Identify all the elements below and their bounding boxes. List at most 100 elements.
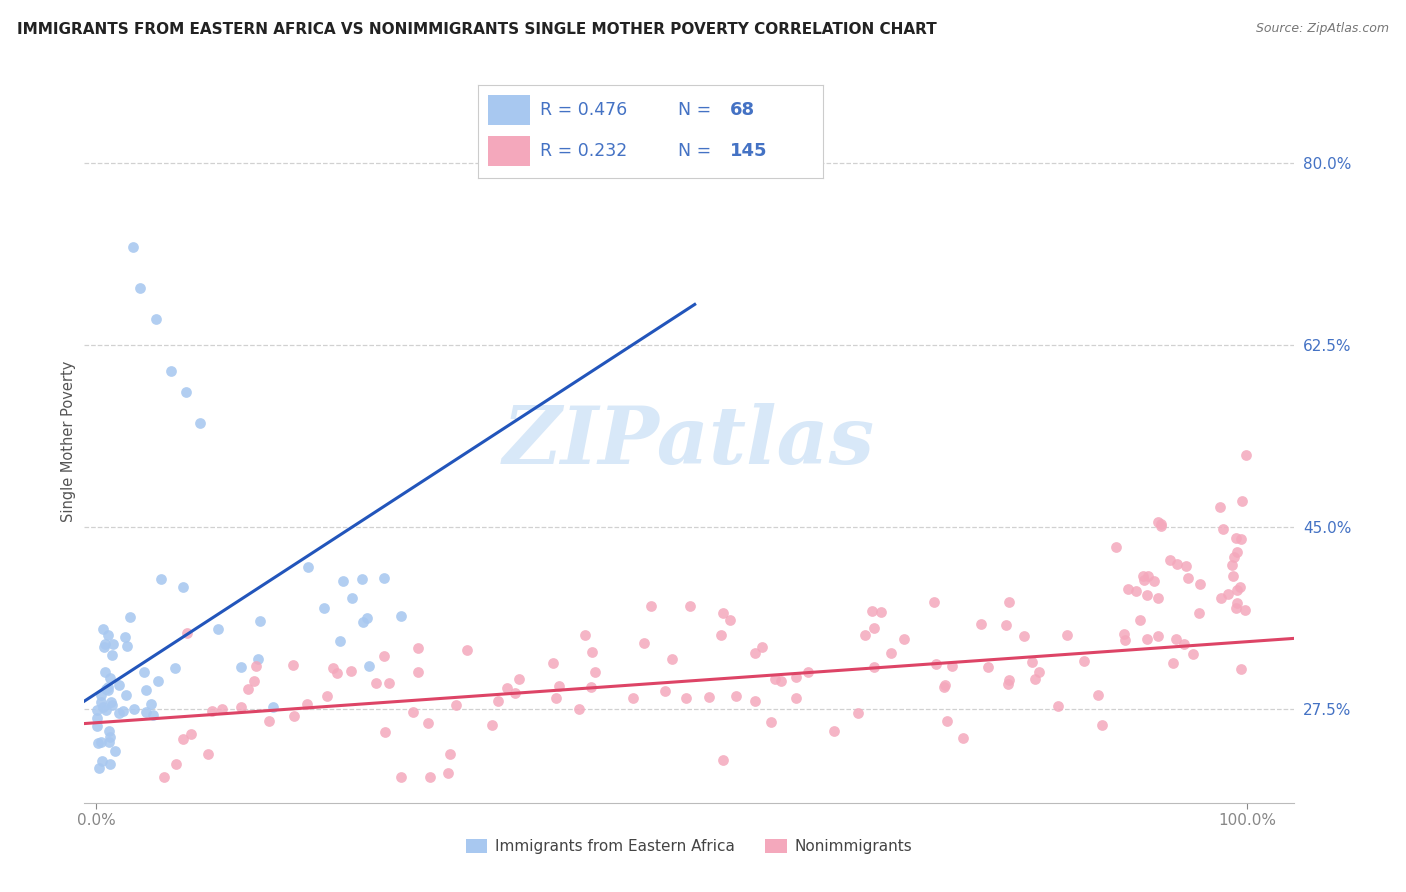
Point	[934, 678, 956, 692]
Point	[1225, 601, 1247, 615]
Point	[759, 714, 782, 729]
Point	[94, 637, 117, 651]
Point	[132, 665, 155, 679]
Point	[936, 714, 959, 728]
Point	[98, 730, 121, 744]
Point	[863, 621, 886, 635]
Point	[1136, 632, 1159, 646]
Point	[797, 665, 820, 679]
Point	[1212, 522, 1234, 536]
Point	[100, 696, 122, 710]
Point	[744, 646, 766, 660]
Point	[101, 698, 124, 713]
Point	[1136, 588, 1159, 602]
Point	[90, 688, 112, 702]
Point	[1230, 494, 1253, 508]
Point	[995, 617, 1018, 632]
Text: IMMIGRANTS FROM EASTERN AFRICA VS NONIMMIGRANTS SINGLE MOTHER POVERTY CORRELATIO: IMMIGRANTS FROM EASTERN AFRICA VS NONIMM…	[17, 22, 936, 37]
Point	[1229, 580, 1251, 594]
Point	[1223, 550, 1246, 565]
Point	[1166, 557, 1188, 571]
Point	[853, 628, 876, 642]
Point	[419, 770, 441, 784]
Text: 68: 68	[730, 101, 755, 119]
Point	[87, 761, 110, 775]
Point	[1147, 630, 1170, 644]
Point	[373, 648, 395, 663]
Point	[1073, 654, 1095, 668]
Point	[941, 658, 963, 673]
Point	[174, 385, 197, 400]
Point	[312, 601, 335, 615]
Point	[870, 605, 893, 619]
Point	[1125, 583, 1147, 598]
Point	[934, 680, 956, 694]
Point	[922, 595, 945, 609]
Point	[122, 702, 145, 716]
Point	[640, 599, 662, 613]
Point	[172, 580, 194, 594]
Point	[146, 673, 169, 688]
Point	[1173, 636, 1195, 650]
Point	[751, 640, 773, 654]
Point	[998, 595, 1021, 609]
Point	[86, 719, 108, 733]
Point	[654, 683, 676, 698]
Point	[247, 652, 270, 666]
Point	[1229, 662, 1251, 676]
Point	[436, 765, 458, 780]
Text: R = 0.232: R = 0.232	[540, 142, 627, 161]
Point	[997, 677, 1019, 691]
Point	[180, 726, 202, 740]
Point	[1230, 532, 1253, 546]
Point	[231, 700, 253, 714]
Point	[1159, 553, 1181, 567]
Point	[159, 364, 181, 378]
Point	[1181, 647, 1204, 661]
Point	[846, 706, 869, 721]
Point	[249, 614, 271, 628]
Point	[86, 736, 108, 750]
Point	[135, 683, 157, 698]
Point	[283, 709, 305, 723]
Point	[823, 723, 845, 738]
Point	[880, 646, 903, 660]
Text: ZIPatlas: ZIPatlas	[503, 403, 875, 480]
Point	[201, 704, 224, 718]
Point	[1056, 628, 1078, 642]
Point	[1116, 582, 1139, 596]
Bar	[488, 136, 530, 166]
Point	[165, 756, 187, 771]
Point	[163, 661, 186, 675]
Point	[711, 607, 734, 621]
Text: Source: ZipAtlas.com: Source: ZipAtlas.com	[1256, 22, 1389, 36]
Point	[785, 691, 807, 706]
Point	[581, 645, 603, 659]
Point	[1226, 596, 1249, 610]
Point	[1132, 573, 1154, 587]
Point	[238, 681, 260, 696]
Point	[568, 702, 591, 716]
Point	[1150, 517, 1173, 532]
Point	[141, 697, 163, 711]
Point	[579, 681, 602, 695]
Point	[1209, 500, 1232, 514]
Point	[93, 640, 115, 654]
Point	[352, 572, 374, 586]
Point	[103, 637, 125, 651]
Point	[1114, 633, 1136, 648]
Point	[135, 705, 157, 719]
Point	[118, 610, 141, 624]
Bar	[488, 95, 530, 125]
Point	[364, 676, 387, 690]
Point	[295, 698, 318, 712]
Point	[242, 674, 264, 689]
Point	[621, 691, 644, 706]
Point	[763, 673, 786, 687]
Point	[1091, 718, 1114, 732]
Point	[329, 633, 352, 648]
Point	[245, 659, 267, 673]
Point	[94, 681, 117, 696]
Point	[1226, 582, 1249, 597]
Point	[128, 281, 150, 295]
